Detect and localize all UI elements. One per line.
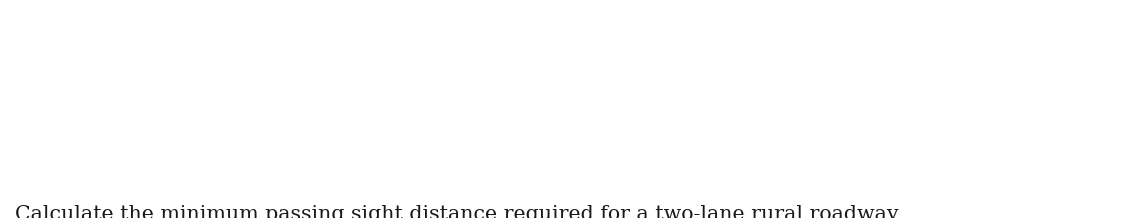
Text: Calculate the minimum passing sight distance required for a two-lane rural roadw: Calculate the minimum passing sight dist… [15, 205, 925, 218]
